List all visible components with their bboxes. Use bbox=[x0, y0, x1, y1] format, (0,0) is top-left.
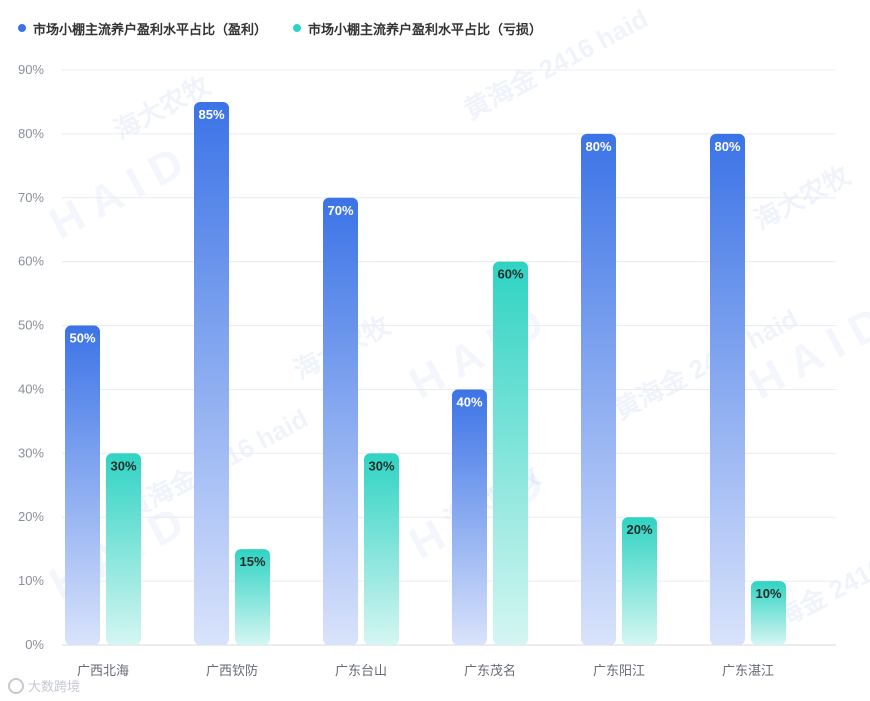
y-tick-label: 40% bbox=[18, 381, 44, 396]
source-logo-icon bbox=[8, 677, 24, 694]
x-tick-label: 广东阳江 bbox=[593, 663, 645, 678]
data-label: 60% bbox=[497, 267, 523, 282]
data-label: 40% bbox=[456, 394, 482, 409]
x-tick-label: 广西北海 bbox=[77, 663, 129, 678]
data-label: 30% bbox=[368, 458, 394, 473]
y-tick-label: 20% bbox=[18, 509, 44, 524]
bar-marks: 50% 30% 85% 15% 70% 30% 40% 60% 80% 20% 80% 10% bbox=[65, 101, 786, 645]
x-tick-label: 广东茂名 bbox=[464, 663, 516, 678]
x-tick-label: 广东台山 bbox=[335, 663, 387, 678]
data-label: 70% bbox=[327, 203, 353, 218]
legend-dot-loss bbox=[293, 24, 302, 32]
bar-profit[interactable] bbox=[194, 101, 229, 645]
bar-loss[interactable] bbox=[751, 581, 786, 645]
y-tick-label: 60% bbox=[18, 254, 44, 269]
bar-loss[interactable] bbox=[622, 517, 657, 645]
data-label: 80% bbox=[585, 139, 611, 154]
bar-loss[interactable] bbox=[493, 261, 528, 645]
data-label: 30% bbox=[110, 458, 136, 473]
data-label: 50% bbox=[69, 331, 95, 346]
watermark-logo: HAID bbox=[42, 133, 202, 249]
bar-profit[interactable] bbox=[65, 325, 100, 645]
y-tick-label: 80% bbox=[18, 126, 44, 141]
y-tick-label: 50% bbox=[18, 318, 44, 333]
legend-item-profit[interactable]: 市场小棚主流养户盈利水平占比（盈利） bbox=[18, 19, 267, 38]
source-tag: 大数跨境 bbox=[8, 676, 80, 695]
y-axis: 0% 10% 20% 30% 40% 50% 60% 70% 80% 90% bbox=[18, 62, 44, 652]
bar-profit[interactable] bbox=[710, 133, 745, 645]
bar-profit[interactable] bbox=[581, 133, 616, 645]
bar-loss[interactable] bbox=[106, 453, 141, 645]
bar-profit[interactable] bbox=[452, 389, 487, 645]
y-tick-label: 90% bbox=[18, 62, 44, 77]
y-tick-label: 70% bbox=[18, 190, 44, 205]
bar-profit[interactable] bbox=[323, 197, 358, 645]
y-tick-label: 0% bbox=[25, 637, 44, 652]
y-tick-label: 10% bbox=[18, 573, 44, 588]
chart-legend: 市场小棚主流养户盈利水平占比（盈利） 市场小棚主流养户盈利水平占比（亏损） bbox=[18, 18, 542, 38]
source-label: 大数跨境 bbox=[28, 679, 81, 694]
legend-label-profit: 市场小棚主流养户盈利水平占比（盈利） bbox=[33, 21, 268, 37]
legend-dot-profit bbox=[18, 24, 26, 32]
data-label: 80% bbox=[714, 139, 740, 154]
data-label: 85% bbox=[198, 107, 224, 122]
bar-loss[interactable] bbox=[235, 549, 270, 645]
data-label: 20% bbox=[626, 522, 652, 537]
data-label: 10% bbox=[755, 586, 781, 601]
watermark-text: 黄海金 2416 haid bbox=[459, 3, 653, 125]
x-tick-label: 广东湛江 bbox=[722, 663, 774, 678]
y-tick-label: 30% bbox=[18, 445, 44, 460]
legend-item-loss[interactable]: 市场小棚主流养户盈利水平占比（亏损） bbox=[293, 19, 542, 38]
x-tick-label: 广西钦防 bbox=[206, 663, 258, 678]
x-axis: 广西北海 广西钦防 广东台山 广东茂名 广东阳江 广东湛江 bbox=[77, 663, 774, 678]
bar-loss[interactable] bbox=[364, 453, 399, 645]
grid-lines bbox=[62, 69, 836, 646]
legend-label-loss: 市场小棚主流养户盈利水平占比（亏损） bbox=[308, 21, 543, 37]
data-label: 15% bbox=[239, 554, 265, 569]
